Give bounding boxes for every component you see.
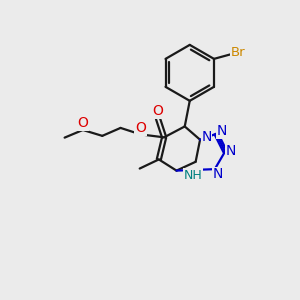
Text: N: N — [212, 167, 223, 182]
Text: O: O — [152, 104, 164, 118]
Text: N: N — [226, 145, 236, 158]
Text: N: N — [217, 124, 227, 138]
Text: O: O — [77, 116, 88, 130]
Text: Br: Br — [231, 46, 246, 59]
Text: O: O — [135, 121, 146, 135]
Text: NH: NH — [184, 169, 203, 182]
Text: N: N — [201, 130, 212, 144]
